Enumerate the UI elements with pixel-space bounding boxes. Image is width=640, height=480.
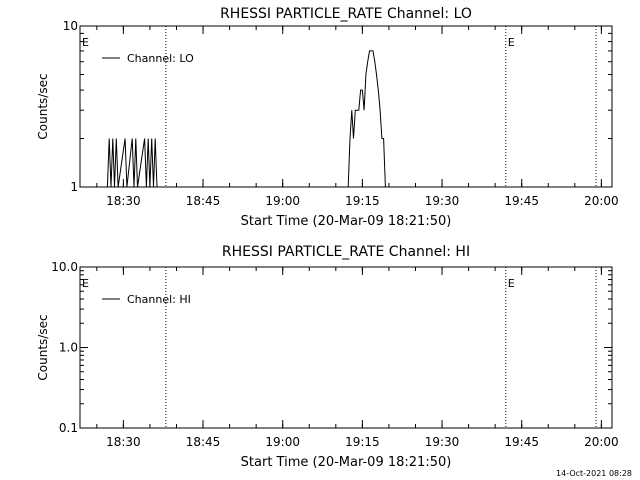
x-tick-label: 19:00 xyxy=(265,435,300,449)
series-line xyxy=(106,50,386,188)
y-tick-label: 0.1 xyxy=(59,421,78,435)
event-marker-label: E xyxy=(82,277,89,290)
event-marker-label: E xyxy=(82,36,89,49)
x-tick-label: 19:15 xyxy=(345,194,380,208)
y-tick-label: 1.0 xyxy=(59,341,78,355)
x-tick-label: 18:45 xyxy=(186,435,221,449)
y-tick-label: 1 xyxy=(70,180,78,194)
x-tick-label: 19:45 xyxy=(504,435,539,449)
plot-timestamp: 14-Oct-2021 08:28 xyxy=(556,469,632,478)
x-axis-label: Start Time (20-Mar-09 18:21:50) xyxy=(241,214,452,229)
panel-title: RHESSI PARTICLE_RATE Channel: HI xyxy=(222,244,470,260)
x-tick-label: 20:00 xyxy=(584,435,619,449)
x-tick-label: 18:30 xyxy=(106,435,141,449)
x-tick-label: 19:30 xyxy=(425,435,460,449)
x-tick-label: 18:45 xyxy=(186,194,221,208)
plot-frame xyxy=(79,266,613,429)
x-tick-label: 19:15 xyxy=(345,435,380,449)
event-marker-label: E xyxy=(508,36,515,49)
x-tick-label: 19:45 xyxy=(504,194,539,208)
y-axis-label: Counts/sec xyxy=(36,314,50,380)
x-tick-label: 18:30 xyxy=(106,194,141,208)
legend-label: Channel: LO xyxy=(127,52,194,65)
y-tick-label: 10 xyxy=(63,19,78,33)
x-tick-label: 20:00 xyxy=(584,194,619,208)
legend-label: Channel: HI xyxy=(127,293,191,306)
event-marker-label: E xyxy=(508,277,515,290)
plot-frame xyxy=(79,25,613,188)
y-tick-label: 10.0 xyxy=(51,260,78,274)
x-tick-label: 19:00 xyxy=(265,194,300,208)
panel-title: RHESSI PARTICLE_RATE Channel: LO xyxy=(220,6,472,22)
y-axis-label: Counts/sec xyxy=(36,73,50,139)
x-axis-label: Start Time (20-Mar-09 18:21:50) xyxy=(241,455,452,470)
x-tick-label: 19:30 xyxy=(425,194,460,208)
